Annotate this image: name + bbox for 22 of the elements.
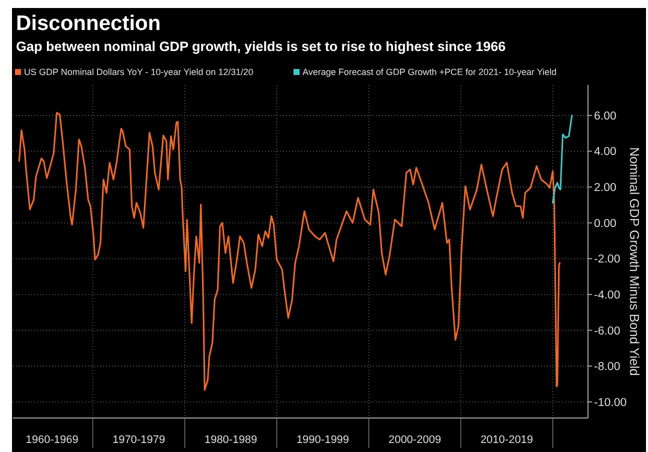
y-tick-label: -10.00 [594, 396, 627, 409]
y-tick-label: 2.00 [594, 182, 616, 194]
line-series [18, 112, 560, 391]
x-tick-label: 2000-2009 [388, 434, 442, 446]
legend-label: US GDP Nominal Dollars YoY - 10-year Yield on 12/31/20 [24, 67, 254, 77]
x-tick-label: 1970-1979 [112, 434, 166, 446]
y-tick-label: -4.00 [594, 289, 620, 302]
legend-label: Average Forecast of GDP Growth +PCE for 2021- 10-year Yield [302, 67, 557, 77]
y-axis-title: Nominal GDP Growth Minus Bond Yield [627, 147, 642, 376]
chart-subtitle: Gap between nominal GDP growth, yields is set to rise to highest since 1966 [16, 39, 506, 54]
x-tick-label: 1960-1969 [26, 434, 78, 446]
x-tick-label: 1980-1989 [204, 434, 258, 446]
y-tick-label: -6.00 [594, 325, 620, 338]
chart-title: Disconnection [16, 12, 161, 35]
y-tick-label: -2.00 [594, 254, 620, 266]
y-tick-label: 0.00 [594, 218, 616, 230]
x-tick-label: 1990-1999 [296, 434, 350, 446]
line-series [552, 114, 573, 204]
y-tick-label: 4.00 [594, 146, 616, 158]
y-tick-label: -8.00 [594, 361, 620, 374]
x-tick-label: 2010-2019 [480, 434, 534, 446]
y-tick-label: 6.00 [594, 110, 616, 122]
